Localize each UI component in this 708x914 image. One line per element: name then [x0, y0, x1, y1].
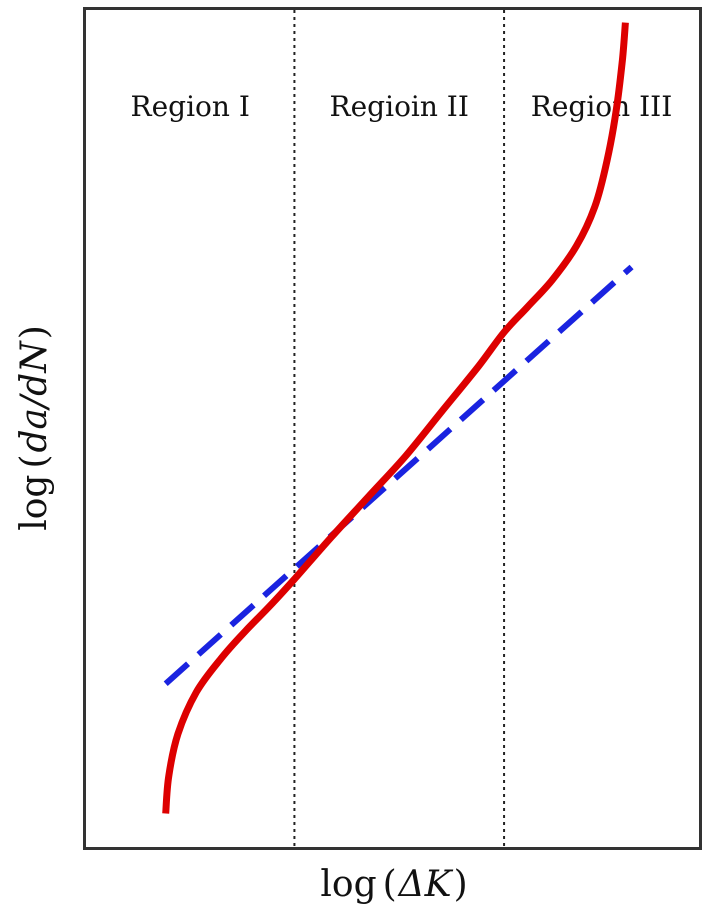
plot-frame [83, 7, 702, 850]
x-axis-label: log (ΔK) [320, 864, 467, 905]
linear-fit-dashed-line [163, 264, 634, 687]
y-axis-label: log(da/dN) [14, 325, 55, 531]
crack-growth-curve [162, 22, 629, 814]
region-labels: Region I Regioin II Region III [131, 90, 673, 123]
region-label-2: Regioin II [330, 90, 469, 123]
region-label-1: Region I [131, 90, 250, 123]
region-label-3: Region III [531, 90, 673, 123]
